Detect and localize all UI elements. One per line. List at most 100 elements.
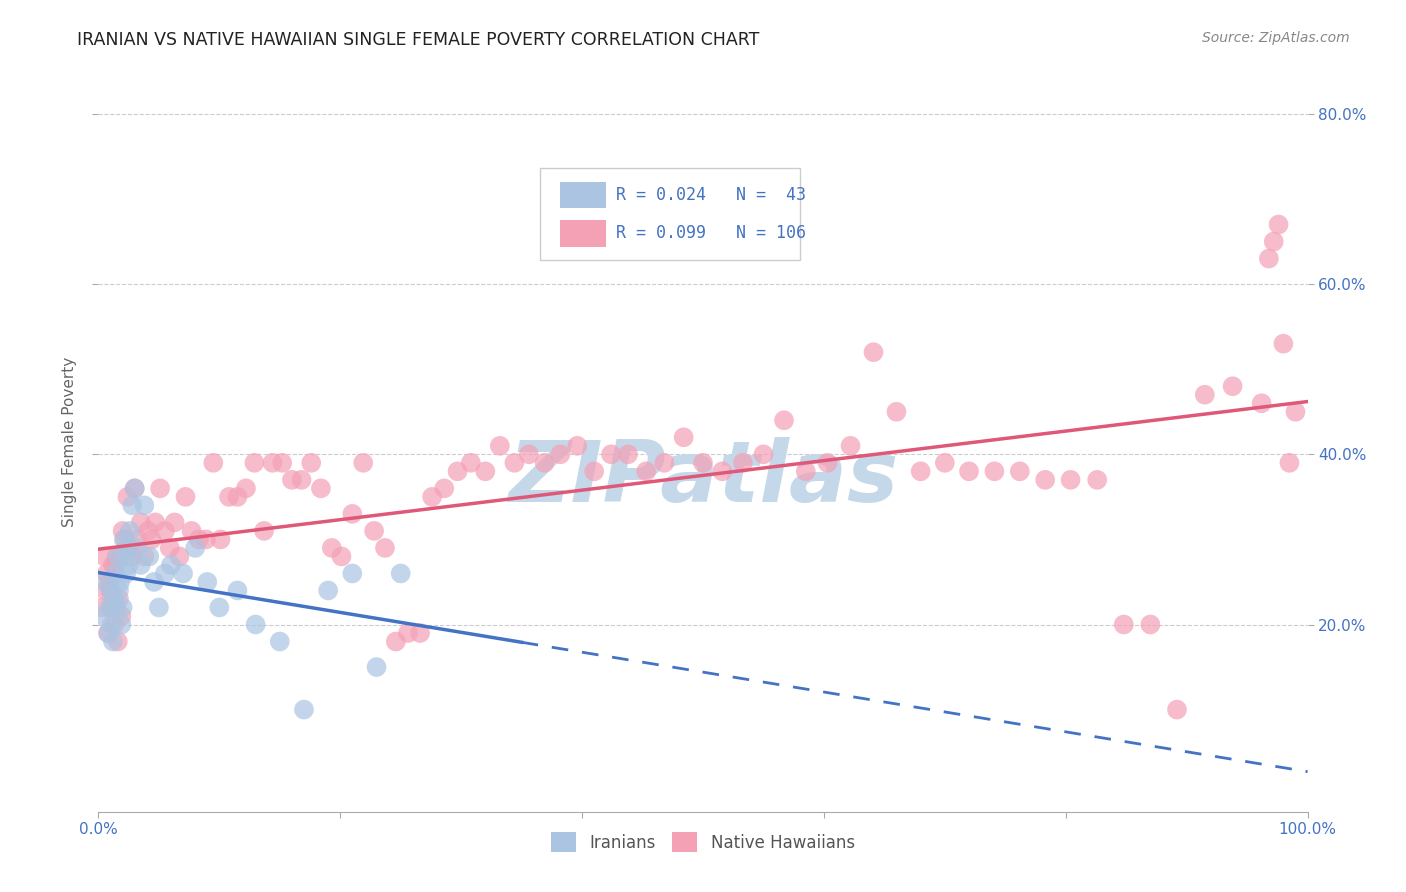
Point <box>1272 336 1295 351</box>
Point <box>652 456 675 470</box>
FancyBboxPatch shape <box>540 168 800 260</box>
Point <box>209 533 232 547</box>
Point <box>103 591 125 606</box>
Point <box>98 600 121 615</box>
Point <box>1033 473 1056 487</box>
Bar <box>561 220 606 247</box>
Point <box>101 558 124 572</box>
Y-axis label: Single Female Poverty: Single Female Poverty <box>62 357 77 526</box>
Point <box>363 524 385 538</box>
Point <box>153 524 176 538</box>
Point <box>342 507 364 521</box>
Point <box>711 464 734 478</box>
Text: Source: ZipAtlas.com: Source: ZipAtlas.com <box>1202 31 1350 45</box>
Point <box>134 499 156 513</box>
Point <box>420 490 443 504</box>
Text: R = 0.099   N = 106: R = 0.099 N = 106 <box>616 225 806 243</box>
Point <box>114 549 136 564</box>
Point <box>93 549 115 564</box>
Point <box>342 566 364 581</box>
Point <box>108 583 131 598</box>
Point <box>174 490 197 504</box>
Point <box>271 456 294 470</box>
Point <box>134 549 156 564</box>
Point <box>1112 617 1135 632</box>
Point <box>321 541 343 555</box>
Point <box>503 456 526 470</box>
Point <box>692 456 714 470</box>
Point <box>245 617 267 632</box>
Point <box>136 524 159 538</box>
Point <box>100 600 122 615</box>
Point <box>104 566 127 581</box>
Point <box>118 524 141 538</box>
Point <box>839 439 862 453</box>
Point <box>111 600 134 615</box>
Point <box>366 660 388 674</box>
Point <box>115 566 138 581</box>
Point <box>124 481 146 495</box>
Point <box>636 464 658 478</box>
Point <box>110 609 132 624</box>
Point <box>100 583 122 598</box>
Point <box>281 473 304 487</box>
Point <box>195 574 218 589</box>
Point <box>409 626 432 640</box>
Point <box>91 609 114 624</box>
Point <box>299 456 322 470</box>
Point <box>141 533 163 547</box>
Point <box>127 541 149 555</box>
Point <box>352 456 374 470</box>
Point <box>117 541 139 555</box>
Point <box>600 447 623 461</box>
Point <box>396 626 419 640</box>
Point <box>218 490 240 504</box>
Point <box>180 524 202 538</box>
Point <box>187 533 209 547</box>
Point <box>235 481 257 495</box>
Point <box>1085 473 1108 487</box>
Point <box>817 456 839 470</box>
Point <box>1250 396 1272 410</box>
Point <box>121 499 143 513</box>
Point <box>752 447 775 461</box>
Point <box>108 591 131 606</box>
Point <box>330 549 353 564</box>
Point <box>517 447 540 461</box>
Point <box>163 516 186 530</box>
Point <box>862 345 884 359</box>
Point <box>202 456 225 470</box>
Point <box>460 456 482 470</box>
Point <box>1278 456 1301 470</box>
Point <box>124 481 146 495</box>
Point <box>262 456 284 470</box>
Point <box>98 574 121 589</box>
Point <box>389 566 412 581</box>
Point <box>121 549 143 564</box>
Point <box>550 447 572 461</box>
Point <box>269 634 291 648</box>
Point <box>385 634 408 648</box>
Point <box>794 464 817 478</box>
Point <box>672 430 695 444</box>
Point <box>94 574 117 589</box>
Point <box>1263 235 1285 249</box>
Point <box>112 533 135 547</box>
Point <box>143 574 166 589</box>
Point <box>474 464 496 478</box>
Point <box>1008 464 1031 478</box>
Point <box>1222 379 1244 393</box>
Point <box>110 617 132 632</box>
Point <box>374 541 396 555</box>
Point <box>446 464 468 478</box>
Point <box>1059 473 1081 487</box>
Text: R = 0.024   N =  43: R = 0.024 N = 43 <box>616 186 806 204</box>
Point <box>1194 388 1216 402</box>
Point <box>184 541 207 555</box>
Point <box>105 600 128 615</box>
Point <box>159 541 181 555</box>
Point <box>108 574 131 589</box>
Point <box>111 524 134 538</box>
Point <box>567 439 589 453</box>
Point <box>983 464 1005 478</box>
